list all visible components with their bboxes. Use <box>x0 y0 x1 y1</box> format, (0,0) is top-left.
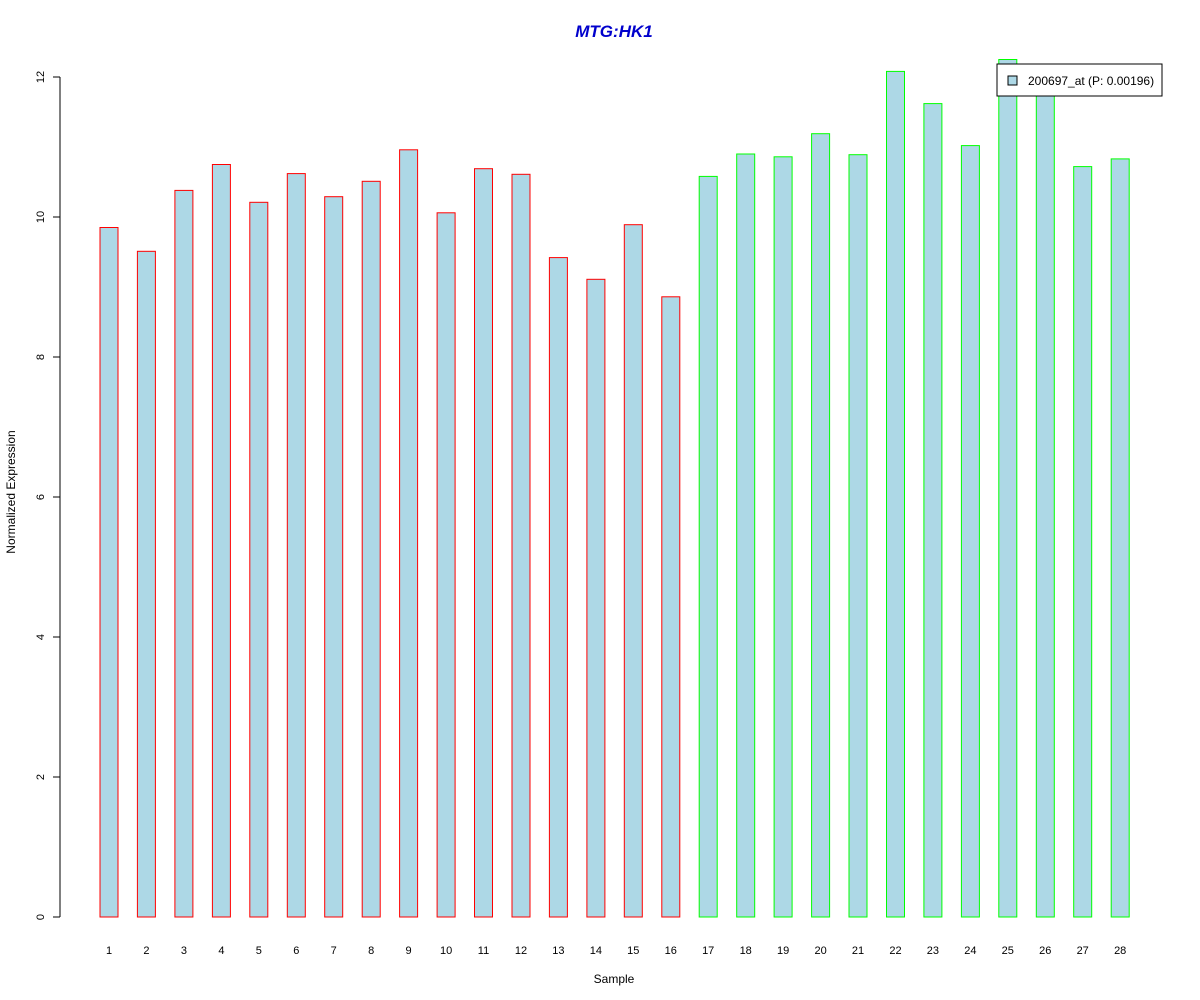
x-tick-label-12: 12 <box>515 945 527 957</box>
x-tick-label-1: 1 <box>106 945 112 957</box>
x-tick-label-17: 17 <box>702 945 714 957</box>
y-tick-label-4: 8 <box>35 354 47 360</box>
bar-2 <box>136 250 156 918</box>
bar-26 <box>1035 89 1055 918</box>
y-axis-label: Normalized Expression <box>4 430 18 553</box>
bar-17 <box>698 175 718 918</box>
bar-24 <box>960 145 980 918</box>
bar-16 <box>661 296 681 918</box>
bar-11 <box>474 168 493 918</box>
y-axis: 0 2 4 6 8 10 12 <box>35 71 61 920</box>
x-tick-label-10: 10 <box>440 945 452 957</box>
bar-28 <box>1110 158 1130 918</box>
x-tick-label-23: 23 <box>927 945 939 957</box>
y-tick-label-3: 6 <box>35 494 47 500</box>
x-tick-label-22: 22 <box>889 945 901 957</box>
bar-14 <box>586 278 606 918</box>
y-tick-label-2: 4 <box>35 634 47 640</box>
bar-20 <box>811 133 831 918</box>
x-tick-label-3: 3 <box>181 945 187 957</box>
legend-swatch <box>1007 75 1018 86</box>
x-tick-label-16: 16 <box>665 945 677 957</box>
bar-5 <box>249 201 269 918</box>
x-tick-labels: 1 2 3 4 5 6 7 8 9 10 11 12 13 14 15 16 17 18 19 20 21 22 23 24 2… <box>106 945 1126 957</box>
bar-9 <box>399 149 419 918</box>
x-tick-label-6: 6 <box>293 945 299 957</box>
x-tick-label-27: 27 <box>1077 945 1089 957</box>
bar-4 <box>211 164 231 918</box>
bar-22 <box>886 70 905 918</box>
x-tick-label-11: 11 <box>478 945 489 957</box>
bar-10 <box>436 212 456 918</box>
x-tick-label-20: 20 <box>814 945 826 957</box>
x-tick-label-24: 24 <box>964 945 976 957</box>
bar-18 <box>736 153 756 918</box>
x-tick-label-18: 18 <box>740 945 752 957</box>
x-tick-label-28: 28 <box>1114 945 1126 957</box>
y-tick-label-1: 2 <box>35 774 47 780</box>
legend-box <box>996 63 1163 97</box>
y-tick-label-5: 10 <box>35 211 47 223</box>
x-tick-label-26: 26 <box>1039 945 1051 957</box>
x-tick-label-15: 15 <box>627 945 639 957</box>
bar-12 <box>511 173 531 918</box>
x-tick-label-2: 2 <box>143 945 149 957</box>
y-tick-label-0: 0 <box>35 914 47 920</box>
bar-25 <box>998 59 1018 918</box>
legend: 200697_at (P: 0.00196) <box>996 63 1163 97</box>
bar-19 <box>773 156 793 918</box>
bar-8 <box>361 180 381 918</box>
x-tick-label-25: 25 <box>1002 945 1014 957</box>
x-tick-label-8: 8 <box>368 945 374 957</box>
x-tick-label-13: 13 <box>552 945 564 957</box>
bar-21 <box>848 154 868 918</box>
x-tick-label-9: 9 <box>406 945 412 957</box>
bar-3 <box>174 189 194 918</box>
bar-27 <box>1073 166 1093 918</box>
bar-13 <box>548 257 568 918</box>
x-tick-label-5: 5 <box>256 945 262 957</box>
y-tick-label-6: 12 <box>35 71 47 83</box>
x-tick-label-4: 4 <box>218 945 224 957</box>
bar-15 <box>623 224 643 918</box>
bars <box>99 59 1130 918</box>
x-tick-label-19: 19 <box>777 945 789 957</box>
chart-title: MTG:HK1 <box>575 22 652 41</box>
x-tick-label-7: 7 <box>331 945 337 957</box>
x-axis-label: Sample <box>594 972 635 986</box>
legend-entry: 200697_at (P: 0.00196) <box>1028 74 1154 88</box>
bar-1 <box>99 227 119 918</box>
bar-7 <box>324 196 344 918</box>
x-tick-label-21: 21 <box>852 945 864 957</box>
bar-6 <box>286 173 306 918</box>
bar-23 <box>923 103 943 918</box>
x-tick-label-14: 14 <box>590 945 602 957</box>
